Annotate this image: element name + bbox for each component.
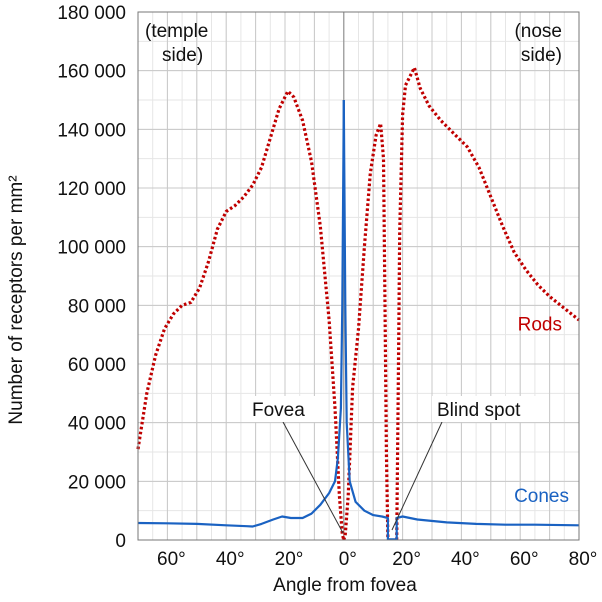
temple-side-note-line2: side) — [162, 45, 203, 66]
axes: Angle from fovea Number of receptors per… — [6, 3, 597, 596]
y-tick-label: 0 — [115, 531, 126, 552]
x-tick-label: 60° — [157, 549, 186, 570]
x-axis-title: Angle from fovea — [273, 575, 417, 596]
blind-spot-leader-line — [391, 421, 443, 531]
rods-curve — [342, 121, 390, 541]
series-label-rods: Rods — [518, 314, 562, 335]
grid-lines — [137, 11, 580, 541]
temple-side-note-line1: (temple — [145, 21, 208, 42]
x-tick-label: 20° — [275, 549, 304, 570]
y-tick-label: 120 000 — [57, 179, 126, 200]
blind-spot-label-backdrop — [432, 396, 546, 422]
blind-spot-annotation: Blind spot — [437, 400, 521, 421]
y-axis-title: Number of receptors per mm² — [6, 175, 27, 424]
y-tick-label: 40 000 — [68, 414, 126, 435]
x-tick-label: 80° — [569, 549, 598, 570]
y-tick-label: 60 000 — [68, 355, 126, 376]
nose-side-note-line2: side) — [521, 45, 562, 66]
series-label-cones: Cones — [514, 486, 569, 507]
cones-curve — [137, 99, 345, 528]
series-labels: Rods Cones — [514, 314, 569, 507]
rods-curve — [395, 66, 580, 541]
fovea-label-backdrop — [248, 396, 320, 422]
y-tick-label: 20 000 — [68, 472, 126, 493]
plot-frame — [137, 11, 580, 541]
x-tick-label: 40° — [216, 549, 245, 570]
y-tick-label: 80 000 — [68, 296, 126, 317]
annotations: (temple side) (nose side) Fovea Blind sp… — [145, 21, 562, 534]
y-tick-label: 160 000 — [57, 62, 126, 83]
series-rods — [136, 66, 580, 541]
fovea-leader-line — [282, 421, 344, 534]
y-tick-label: 140 000 — [57, 120, 126, 141]
data-series — [136, 66, 580, 541]
y-tick-label: 100 000 — [57, 238, 126, 259]
fovea-annotation: Fovea — [252, 400, 305, 421]
nose-side-note-line1: (nose — [514, 21, 562, 42]
rods-curve — [136, 89, 346, 541]
y-tick-label: 180 000 — [57, 3, 126, 24]
x-tick-label: 60° — [510, 549, 539, 570]
series-cones — [137, 99, 580, 541]
x-tick-label: 20° — [392, 549, 421, 570]
cones-curve — [342, 99, 580, 541]
x-tick-label: 40° — [451, 549, 480, 570]
x-tick-label: 0° — [339, 549, 357, 570]
